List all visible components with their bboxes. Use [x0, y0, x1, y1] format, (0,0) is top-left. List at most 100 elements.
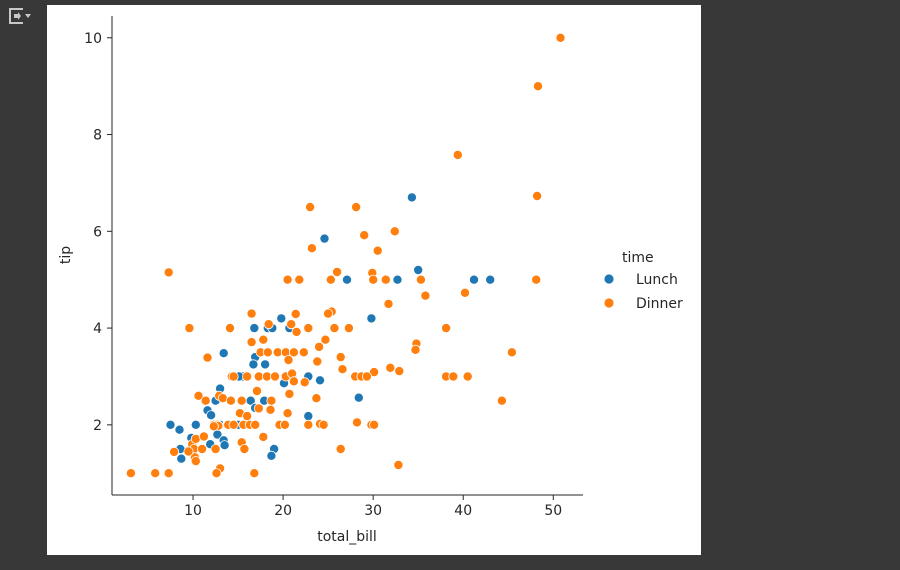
- point-dinner: [239, 443, 250, 454]
- point-dinner: [312, 356, 323, 367]
- point-dinner: [284, 388, 295, 399]
- chart-marks: [125, 32, 566, 479]
- point-lunch: [190, 419, 201, 430]
- point-dinner: [506, 347, 517, 358]
- point-dinner: [249, 468, 260, 479]
- point-dinner: [335, 352, 346, 363]
- point-dinner: [410, 344, 421, 355]
- point-lunch: [219, 440, 230, 451]
- point-lunch: [468, 274, 479, 285]
- point-lunch: [260, 359, 271, 370]
- point-dinner: [258, 334, 269, 345]
- point-dinner: [251, 385, 262, 396]
- point-lunch: [174, 424, 185, 435]
- point-dinner: [163, 267, 174, 278]
- point-dinner: [236, 395, 247, 406]
- point-dinner: [323, 308, 334, 319]
- point-dinner: [368, 274, 379, 285]
- y-tick-label: 2: [93, 418, 102, 434]
- point-dinner: [288, 347, 299, 358]
- point-dinner: [253, 403, 264, 414]
- y-tick-label: 10: [84, 31, 102, 47]
- point-dinner: [314, 341, 325, 352]
- point-dinner: [269, 371, 280, 382]
- point-lunch: [206, 410, 217, 421]
- point-dinner: [351, 417, 362, 428]
- point-dinner: [393, 459, 404, 470]
- point-dinner: [125, 468, 136, 479]
- point-dinner: [266, 395, 277, 406]
- y-tick-label: 6: [93, 224, 102, 240]
- point-dinner: [198, 431, 209, 442]
- x-tick-label: 20: [274, 503, 292, 519]
- legend-marker-dinner: [603, 297, 615, 309]
- point-lunch: [485, 274, 496, 285]
- collapse-output-icon[interactable]: [8, 6, 32, 26]
- point-dinner: [150, 468, 161, 479]
- point-dinner: [258, 431, 269, 442]
- point-dinner: [282, 408, 293, 419]
- point-dinner: [279, 419, 290, 430]
- point-dinner: [337, 364, 348, 375]
- point-dinner: [531, 274, 542, 285]
- x-tick-label: 10: [184, 503, 202, 519]
- plot-output: 10 20 30 40 50 2 4 6 8 10 total_bill tip time Lu…: [47, 5, 701, 555]
- point-dinner: [250, 419, 261, 430]
- point-dinner: [303, 419, 314, 430]
- point-dinner: [335, 443, 346, 454]
- point-dinner: [265, 404, 276, 415]
- point-dinner: [298, 347, 309, 358]
- legend-marker-lunch: [603, 273, 615, 285]
- point-lunch: [249, 323, 260, 334]
- point-dinner: [169, 446, 180, 457]
- point-dinner: [246, 308, 257, 319]
- point-dinner: [459, 287, 470, 298]
- point-lunch: [406, 192, 417, 203]
- point-dinner: [211, 468, 222, 479]
- x-axis-label: total_bill: [317, 529, 377, 545]
- point-lunch: [218, 348, 229, 359]
- point-dinner: [555, 32, 566, 43]
- point-dinner: [372, 245, 383, 256]
- point-dinner: [263, 319, 274, 330]
- point-dinner: [532, 81, 543, 92]
- point-dinner: [325, 274, 336, 285]
- point-lunch: [341, 274, 352, 285]
- point-dinner: [441, 323, 452, 334]
- point-dinner: [452, 149, 463, 160]
- point-dinner: [190, 456, 201, 467]
- point-dinner: [283, 354, 294, 365]
- point-dinner: [225, 395, 236, 406]
- point-dinner: [242, 411, 253, 422]
- point-dinner: [286, 319, 297, 330]
- legend-label-dinner: Dinner: [636, 296, 683, 312]
- point-lunch: [248, 359, 259, 370]
- point-dinner: [361, 371, 372, 382]
- point-dinner: [448, 371, 459, 382]
- point-dinner: [224, 323, 235, 334]
- point-dinner: [332, 266, 343, 277]
- point-dinner: [262, 347, 273, 358]
- point-dinner: [394, 366, 405, 377]
- y-tick-label: 4: [93, 321, 102, 337]
- point-dinner: [228, 419, 239, 430]
- point-dinner: [320, 334, 331, 345]
- point-dinner: [242, 371, 253, 382]
- point-dinner: [305, 202, 316, 213]
- point-dinner: [210, 443, 221, 454]
- point-dinner: [228, 371, 239, 382]
- point-dinner: [303, 323, 314, 334]
- point-dinner: [202, 352, 213, 363]
- point-dinner: [318, 419, 329, 430]
- point-dinner: [291, 326, 302, 337]
- point-dinner: [369, 419, 380, 430]
- point-dinner: [389, 226, 400, 237]
- point-dinner: [343, 323, 354, 334]
- point-dinner: [532, 190, 543, 201]
- point-dinner: [288, 376, 299, 387]
- point-dinner: [163, 468, 174, 479]
- point-dinner: [208, 421, 219, 432]
- point-dinner: [306, 243, 317, 254]
- point-lunch: [413, 264, 424, 275]
- point-dinner: [299, 377, 310, 388]
